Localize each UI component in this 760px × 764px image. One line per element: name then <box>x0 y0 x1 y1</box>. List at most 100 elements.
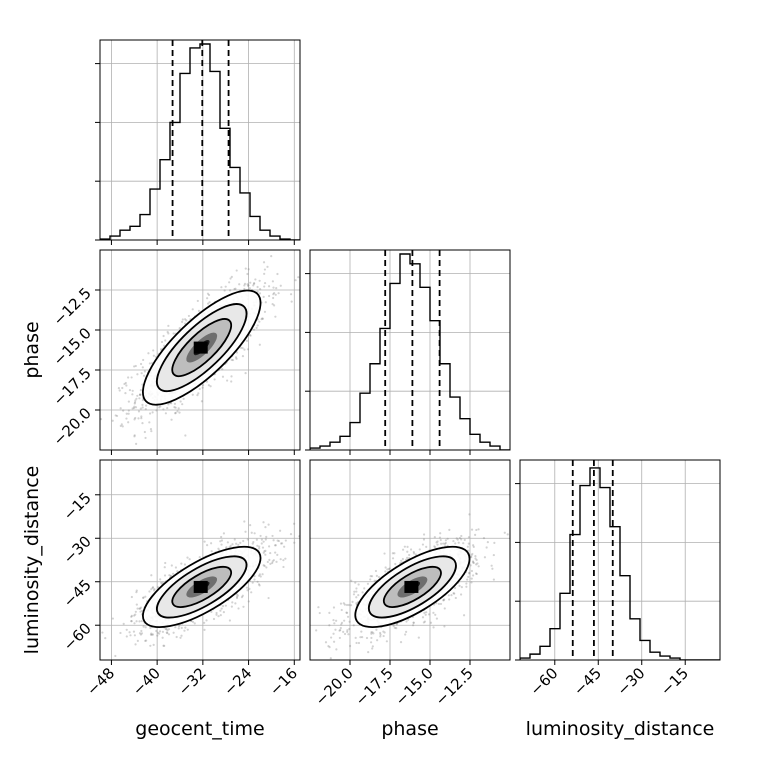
scatter-point <box>133 418 136 421</box>
scatter-point <box>252 284 255 287</box>
scatter-point <box>138 607 141 610</box>
scatter-point <box>438 536 442 539</box>
scatter-point <box>111 617 114 620</box>
scatter-point <box>242 539 245 543</box>
scatter-point <box>207 384 210 387</box>
scatter-point <box>150 588 153 591</box>
scatter-point <box>139 393 142 396</box>
scatter-point <box>132 406 136 410</box>
axis-label-y-phase: phase <box>21 321 43 378</box>
scatter-point <box>235 596 239 600</box>
scatter-point <box>166 406 169 410</box>
scatter-point <box>273 544 277 547</box>
scatter-point <box>444 541 447 545</box>
scatter-point <box>486 541 489 544</box>
scatter-point <box>118 389 121 392</box>
scatter-point <box>471 552 474 556</box>
scatter-point <box>133 614 136 617</box>
scatter-point <box>268 558 271 561</box>
scatter-point <box>191 308 194 311</box>
scatter-point <box>348 620 351 623</box>
scatter-point <box>148 590 151 593</box>
scatter-point <box>140 372 143 375</box>
scatter-point <box>412 621 415 624</box>
scatter-point <box>175 635 178 639</box>
scatter-point <box>140 632 144 635</box>
scatter-point <box>289 532 293 536</box>
scatter-point <box>130 620 133 623</box>
scatter-point <box>347 603 351 607</box>
scatter-point <box>138 632 142 635</box>
scatter-point <box>385 640 388 643</box>
scatter-point <box>391 552 394 555</box>
scatter-point <box>439 538 442 542</box>
scatter-point <box>353 590 356 593</box>
panel-frame <box>99 249 301 451</box>
scatter-point <box>432 626 435 629</box>
scatter-point <box>439 602 443 606</box>
scatter-point <box>197 309 201 312</box>
scatter-point <box>251 581 254 584</box>
scatter-point <box>257 583 261 586</box>
panel-frame <box>519 459 721 661</box>
scatter-point <box>161 581 164 584</box>
scatter-point <box>261 573 264 576</box>
scatter-point <box>222 532 226 535</box>
scatter-point <box>150 632 153 635</box>
scatter-point <box>298 665 300 667</box>
axis-label-x-geocent_time: geocent_time <box>135 718 264 740</box>
scatter-point <box>174 566 178 569</box>
scatter-point <box>228 289 232 292</box>
scatter-point <box>465 582 468 585</box>
scatter-point <box>125 635 128 638</box>
panel-frame <box>99 459 301 661</box>
scatter-point <box>256 580 259 583</box>
scatter-point <box>233 538 236 541</box>
scatter-point <box>376 639 379 642</box>
scatter-point <box>231 543 234 546</box>
scatter-point <box>203 621 206 624</box>
scatter-point <box>245 339 249 342</box>
scatter-point <box>234 287 237 290</box>
tick-label-y-luminosity_distance: −30 <box>60 532 95 567</box>
scatter-point <box>105 661 107 663</box>
scatter-point <box>453 592 456 595</box>
scatter-point <box>221 605 225 608</box>
scatter-point <box>121 386 124 390</box>
scatter-point <box>184 318 187 321</box>
panel-phase-luminosity_distance <box>298 459 511 667</box>
scatter-point <box>460 586 463 589</box>
scatter-point <box>176 410 179 413</box>
scatter-point <box>474 533 477 537</box>
scatter-point <box>263 272 266 275</box>
scatter-point <box>468 572 471 575</box>
scatter-point <box>475 558 478 562</box>
scatter-point <box>422 533 426 536</box>
histogram-luminosity_distance <box>520 467 720 660</box>
scatter-point <box>149 644 152 647</box>
scatter-point <box>138 607 142 610</box>
scatter-point <box>220 543 223 546</box>
scatter-point <box>125 417 128 420</box>
scatter-point <box>169 574 173 577</box>
scatter-point <box>170 564 173 567</box>
scatter-point <box>373 579 376 582</box>
scatter-point <box>256 324 259 327</box>
scatter-point <box>384 566 387 569</box>
scatter-point <box>393 626 396 629</box>
scatter-point <box>474 554 477 558</box>
scatter-point <box>191 620 195 624</box>
scatter-point <box>360 630 363 633</box>
scatter-point <box>346 629 349 632</box>
scatter-point <box>134 399 137 402</box>
scatter-point <box>492 578 495 581</box>
scatter-point <box>258 573 262 576</box>
scatter-point <box>124 381 127 385</box>
scatter-point <box>369 641 373 644</box>
scatter-point <box>271 561 274 565</box>
scatter-point <box>261 317 264 320</box>
scatter-point <box>148 412 152 415</box>
scatter-point <box>272 296 275 300</box>
scatter-point <box>187 314 191 318</box>
